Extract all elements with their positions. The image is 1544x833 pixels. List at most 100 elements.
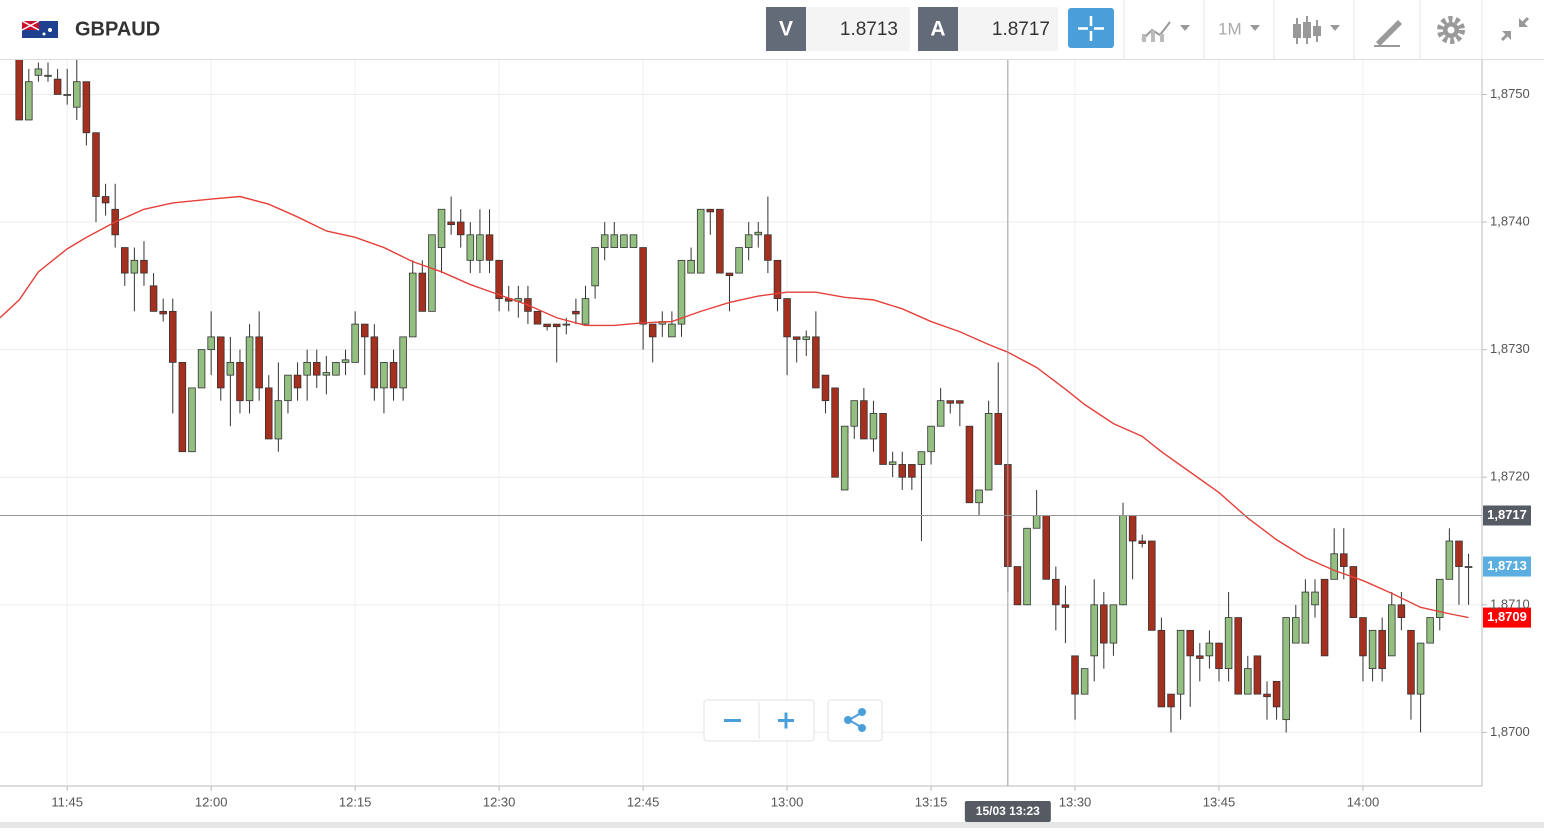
overlay-layer: 15/03 13:23 1,8717 1,8713 1,8709 — [0, 60, 1531, 822]
candle-body — [322, 372, 331, 376]
y-tick-label: 1,8750 — [1490, 86, 1530, 101]
candle-body — [178, 361, 187, 453]
bid-label: V — [779, 18, 793, 41]
candle-body — [274, 400, 283, 440]
candle-body — [1340, 553, 1348, 567]
candle-body — [1253, 655, 1262, 695]
candle-body — [159, 310, 167, 315]
draw-button[interactable] — [1374, 20, 1402, 47]
y-tick-label: 1,8740 — [1490, 213, 1530, 228]
chart-type-button[interactable] — [1141, 21, 1190, 42]
candle-body — [735, 247, 743, 274]
candle-body — [668, 323, 676, 338]
candle-body — [485, 234, 494, 261]
candle-body — [908, 464, 916, 478]
candle-body — [1426, 617, 1434, 644]
zoom-in-button[interactable] — [778, 712, 794, 729]
crosshair-y-badge — [1483, 505, 1531, 526]
ask-value: 1.8717 — [992, 19, 1050, 40]
bid-badge — [766, 7, 806, 51]
candle-body — [936, 400, 945, 427]
candle-body — [754, 231, 763, 236]
candle-body — [965, 425, 974, 504]
candle-body — [917, 451, 926, 465]
x-tick-label: 14:00 — [1347, 794, 1380, 809]
candle-body — [466, 234, 475, 261]
y-tick-label: 1,8700 — [1490, 724, 1530, 739]
candle-body — [1263, 693, 1271, 698]
candle-body — [572, 310, 580, 315]
candle-body — [1042, 515, 1050, 580]
candle-body — [975, 489, 983, 504]
candle-body — [1032, 515, 1041, 529]
candle-body — [1234, 617, 1242, 695]
candle-body — [1292, 617, 1300, 644]
header: GBPAUD V 1.8713 A 1.8717 1M — [0, 0, 1544, 60]
candle-body — [1320, 578, 1329, 657]
candle-body — [764, 234, 772, 261]
candle-body — [1416, 642, 1425, 695]
candle-body — [1119, 515, 1127, 606]
candle-body — [140, 259, 148, 274]
candle-body — [984, 413, 993, 491]
candle-body — [1330, 553, 1338, 580]
price-marker-label: 1,8713 — [1487, 558, 1527, 573]
candle-body — [725, 272, 734, 277]
share-button[interactable] — [844, 708, 866, 732]
candle-body — [879, 413, 887, 465]
symbol: GBPAUD — [75, 18, 160, 40]
candle-body — [1215, 642, 1223, 670]
candle-body — [610, 234, 619, 248]
candle-body — [1023, 527, 1031, 606]
candle-body — [1148, 540, 1156, 631]
candle-body — [341, 359, 350, 363]
candle-body — [149, 285, 158, 312]
candle-body — [956, 400, 964, 404]
candle-body — [869, 413, 878, 440]
candle-body — [927, 425, 935, 453]
y-tick-label: 1,8730 — [1490, 341, 1530, 356]
collapse-button[interactable] — [1500, 16, 1530, 42]
candle-body — [1186, 629, 1194, 657]
candle-body — [1071, 655, 1079, 695]
candle-body — [226, 361, 235, 376]
ask-box — [958, 7, 1058, 51]
x-tick-label: 13:00 — [771, 794, 804, 809]
settings-button[interactable] — [1437, 16, 1465, 44]
candle-body — [1436, 578, 1444, 618]
x-tick-label: 13:30 — [1059, 794, 1092, 809]
candle-body — [1397, 604, 1406, 618]
candle-body — [677, 259, 686, 325]
candle-body — [562, 323, 571, 326]
flag-icon — [21, 20, 58, 38]
candle-body — [428, 234, 436, 312]
candle-body — [1445, 540, 1454, 580]
timeframe-button[interactable]: 1M — [1218, 19, 1260, 38]
timeframe: 1M — [1218, 19, 1242, 38]
price-marker — [1483, 607, 1531, 628]
zoom-controls — [703, 699, 883, 742]
candle-body — [1100, 604, 1108, 644]
candle-body — [888, 461, 897, 465]
candle-body — [92, 132, 100, 197]
candle-body — [696, 208, 705, 274]
ask-label: A — [930, 18, 945, 41]
candle-body — [1138, 540, 1146, 544]
candle-body — [312, 361, 321, 376]
candle-body — [773, 259, 782, 299]
candle-body — [1176, 629, 1185, 695]
candle-body — [591, 247, 599, 287]
candle-body — [380, 361, 388, 389]
candle-body — [1109, 604, 1118, 644]
candle-body — [1196, 655, 1204, 659]
x-tick-label: 12:45 — [627, 794, 660, 809]
candle-body — [850, 400, 859, 427]
candle-body — [840, 425, 849, 491]
indicator-button[interactable] — [1293, 16, 1340, 44]
candle-body — [303, 361, 311, 376]
y-tick-label: 1,8720 — [1490, 469, 1530, 484]
x-tick-label: 12:00 — [195, 794, 228, 809]
crosshair-x-label: 15/03 13:23 — [976, 804, 1040, 818]
crosshair-button[interactable] — [1068, 8, 1114, 48]
